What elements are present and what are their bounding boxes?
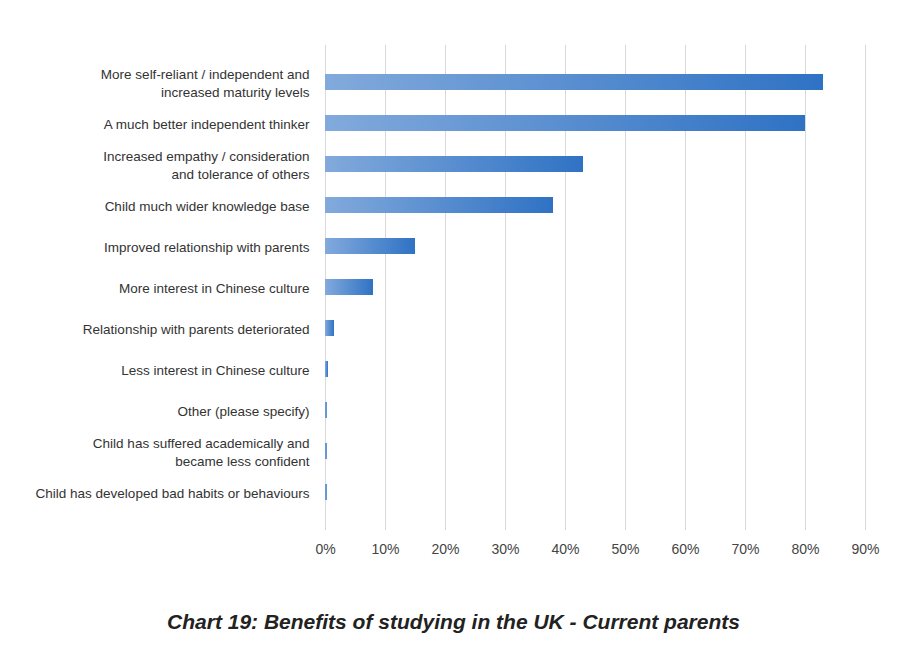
svg-text:40%: 40% xyxy=(551,541,579,557)
svg-text:More self-reliant / independen: More self-reliant / independent andincre… xyxy=(101,67,310,100)
svg-text:Child much wider knowledge bas: Child much wider knowledge base xyxy=(105,199,310,214)
svg-text:Less interest in Chinese cultu: Less interest in Chinese culture xyxy=(121,363,309,378)
svg-text:0%: 0% xyxy=(315,541,335,557)
svg-text:Improved relationship with par: Improved relationship with parents xyxy=(104,240,310,255)
svg-text:50%: 50% xyxy=(611,541,639,557)
svg-text:30%: 30% xyxy=(491,541,519,557)
svg-text:80%: 80% xyxy=(791,541,819,557)
svg-text:Child has developed bad habits: Child has developed bad habits or behavi… xyxy=(36,486,310,501)
svg-text:More interest in Chinese cultu: More interest in Chinese culture xyxy=(119,281,310,296)
html-text:Chart 19: Benefits of studying: Chart 19: Benefits of studying in the UK… xyxy=(167,610,740,633)
svg-text:70%: 70% xyxy=(731,541,759,557)
svg-text:Child has suffered academicall: Child has suffered academically andbecam… xyxy=(93,436,310,469)
svg-text:Increased empathy / considerat: Increased empathy / considerationand tol… xyxy=(103,149,310,182)
svg-text:Other (please specify): Other (please specify) xyxy=(177,404,309,419)
svg-text:20%: 20% xyxy=(431,541,459,557)
svg-text:Relationship with parents dete: Relationship with parents deteriorated xyxy=(83,322,310,337)
svg-text:60%: 60% xyxy=(671,541,699,557)
svg-text:10%: 10% xyxy=(371,541,399,557)
svg-text:90%: 90% xyxy=(851,541,879,557)
svg-text:A much better independent thin: A much better independent thinker xyxy=(104,117,310,132)
